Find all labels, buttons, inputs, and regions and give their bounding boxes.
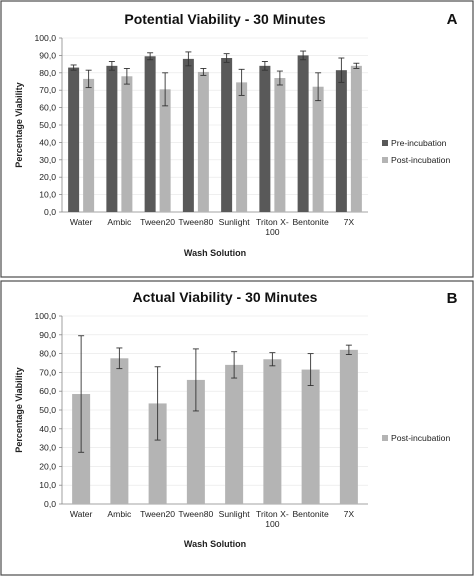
y-tick-label: 80,0	[39, 349, 56, 359]
y-tick-label: 40,0	[39, 137, 56, 147]
legend-swatch	[382, 157, 388, 163]
x-tick-label: 100	[265, 227, 280, 237]
y-tick-label: 30,0	[39, 443, 56, 453]
bar-a-2	[197, 71, 209, 213]
bar-b-1	[110, 358, 129, 504]
legend-label: Post-incubation	[391, 155, 450, 165]
bar-a-1	[259, 65, 271, 212]
x-axis-label: Wash Solution	[184, 248, 246, 258]
chart-panel-b: Actual Viability - 30 Minutes B 0,0 10,0 20,…	[0, 280, 474, 576]
x-tick-label: Tween20	[140, 509, 175, 519]
panel-border	[0, 0, 474, 278]
legend-label: Pre-incubation	[391, 138, 447, 148]
y-tick-label: 10,0	[39, 480, 56, 490]
panel-border	[0, 280, 474, 576]
y-tick-label: 100,0	[34, 33, 56, 43]
bar-a-1	[297, 55, 309, 213]
legend-swatch	[382, 435, 388, 441]
x-tick-label: Triton X-	[256, 509, 289, 519]
bar-a-2	[236, 82, 248, 213]
panel-letter: B	[447, 290, 458, 307]
bar-a-2	[83, 78, 95, 212]
bar-b-1	[301, 369, 320, 504]
bar-a-1	[182, 58, 194, 212]
legend-label: Post-incubation	[391, 433, 450, 443]
x-tick-label: Ambic	[107, 509, 132, 519]
y-tick-label: 50,0	[39, 405, 56, 415]
legend-swatch	[382, 140, 388, 146]
y-tick-label: 50,0	[39, 120, 56, 130]
x-tick-label: 100	[265, 519, 280, 529]
bar-a-2	[159, 89, 171, 212]
y-tick-label: 20,0	[39, 172, 56, 182]
y-tick-label: 40,0	[39, 424, 56, 434]
x-tick-label: Ambic	[107, 217, 132, 227]
y-tick-label: 70,0	[39, 85, 56, 95]
x-tick-label: Tween80	[178, 217, 213, 227]
y-tick-label: 90,0	[39, 50, 56, 60]
bar-a-1	[221, 58, 233, 213]
y-tick-label: 90,0	[39, 330, 56, 340]
chart-title: Potential Viability - 30 Minutes	[124, 11, 325, 27]
bar-b-1	[225, 364, 244, 504]
bar-a-1	[144, 56, 156, 212]
bar-a-1	[68, 67, 80, 212]
y-tick-label: 0,0	[44, 499, 56, 509]
chart-panel-a: Potential Viability - 30 Minutes A 0,0 10,0…	[0, 0, 474, 278]
y-tick-label: 70,0	[39, 367, 56, 377]
chart-title: Actual Viability - 30 Minutes	[133, 289, 318, 305]
x-tick-label: Tween80	[178, 509, 213, 519]
x-tick-label: 7X	[344, 509, 355, 519]
bar-a-1	[335, 70, 347, 212]
x-tick-label: 7X	[344, 217, 355, 227]
y-tick-label: 20,0	[39, 461, 56, 471]
bar-a-2	[350, 65, 362, 212]
bar-a-1	[106, 65, 118, 212]
bar-b-1	[263, 359, 282, 504]
bar-a-2	[121, 76, 133, 212]
y-axis-label: Percentage Viability	[14, 367, 24, 452]
x-tick-label: Tween20	[140, 217, 175, 227]
y-tick-label: 10,0	[39, 190, 56, 200]
y-tick-label: 60,0	[39, 103, 56, 113]
x-tick-label: Water	[70, 217, 93, 227]
x-tick-label: Sunlight	[219, 217, 251, 227]
y-tick-label: 100,0	[34, 311, 56, 321]
y-tick-label: 0,0	[44, 207, 56, 217]
x-axis-label: Wash Solution	[184, 539, 246, 549]
bar-a-2	[312, 86, 324, 212]
x-tick-label: Bentonite	[292, 509, 329, 519]
bar-b-1	[339, 349, 358, 504]
x-tick-label: Sunlight	[219, 509, 251, 519]
x-tick-label: Water	[70, 509, 93, 519]
y-tick-label: 30,0	[39, 155, 56, 165]
x-tick-label: Bentonite	[292, 217, 329, 227]
y-tick-label: 60,0	[39, 386, 56, 396]
y-tick-label: 80,0	[39, 68, 56, 78]
x-tick-label: Triton X-	[256, 217, 289, 227]
panel-letter: A	[447, 11, 458, 28]
y-axis-label: Percentage Viability	[14, 82, 24, 167]
bar-b-1	[186, 379, 205, 504]
bar-b-1	[148, 403, 167, 504]
bar-a-2	[274, 78, 286, 213]
